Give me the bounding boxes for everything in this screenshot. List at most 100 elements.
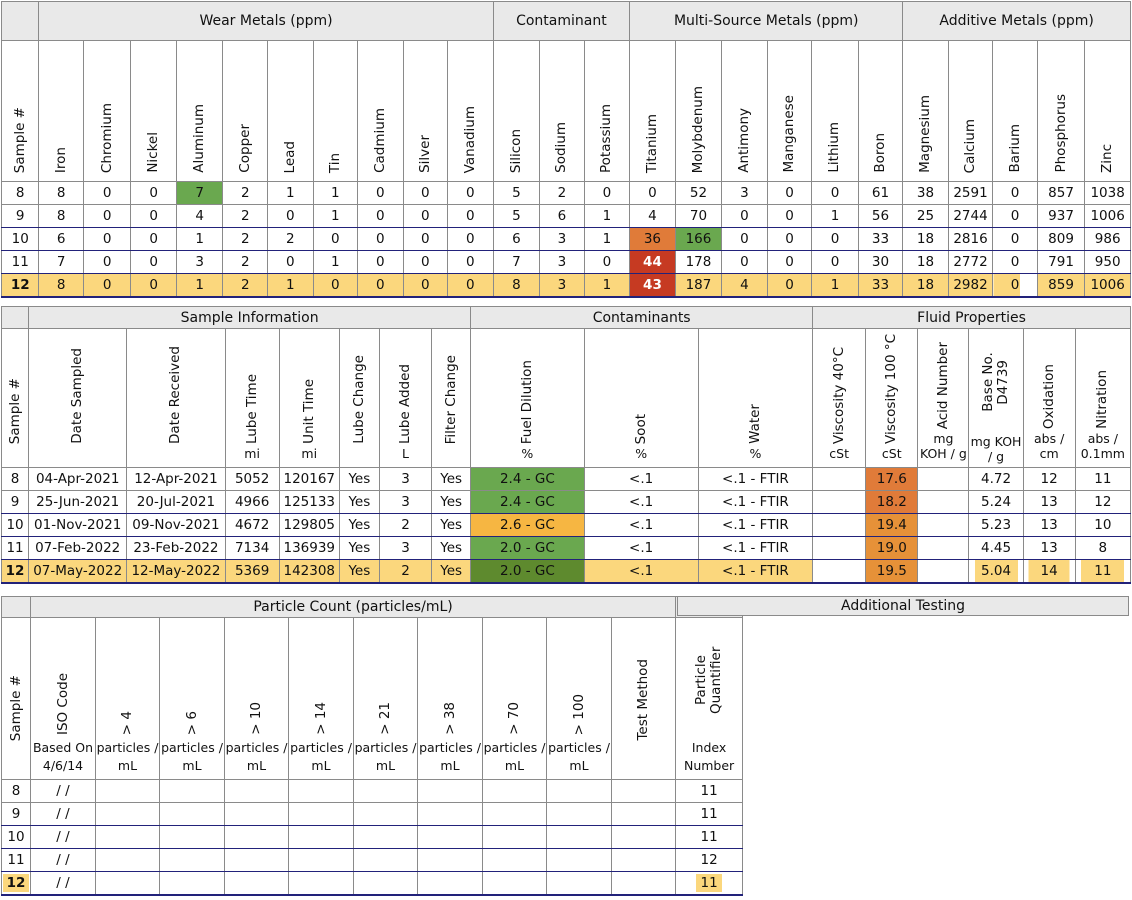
metal-value: 2 — [539, 181, 585, 205]
fluid-col-unit: abs / 0.1mm — [1080, 431, 1125, 461]
fluid-value — [917, 536, 970, 560]
fluid-col-header: Fuel Dilution% — [470, 328, 585, 468]
particle-cell-text: 12 — [700, 852, 718, 868]
fluid-col-header: Date Received — [126, 328, 226, 468]
metal-value: 43 — [629, 273, 676, 298]
particle-value — [417, 779, 483, 803]
fluid-value — [917, 513, 970, 537]
particle-col-label: Sample # — [7, 674, 24, 741]
fluid-value: 09-Nov-2021 — [126, 513, 226, 537]
sample-number: 12 — [0, 559, 30, 584]
fluid-col-label: Lube Change — [350, 355, 367, 444]
metals-col-header: Barium — [992, 40, 1038, 182]
table-row: 12 / / 11 — [1, 871, 744, 896]
metals-col-header: Sodium — [539, 40, 585, 182]
fluid-value: 5052 — [224, 467, 280, 491]
metal-value: 0 — [312, 227, 358, 251]
metal-value: 0 — [992, 273, 1038, 298]
particle-value: 11 — [675, 871, 744, 896]
metal-value: 0 — [447, 273, 494, 298]
fluid-value: 5369 — [224, 559, 280, 584]
table-row: 12 07-May-2022 12-May-2022 5369 142308 Yes 2 Ye… — [0, 559, 1132, 584]
fluid-value — [917, 559, 970, 584]
sample-number: 11 — [0, 536, 30, 560]
particle-value — [288, 802, 354, 826]
metal-value: 70 — [674, 204, 723, 228]
fluid-value: 12 — [1022, 467, 1076, 491]
metal-value: 0 — [402, 250, 449, 274]
metal-value: 950 — [1084, 250, 1131, 274]
sample-number: 11 — [0, 250, 40, 274]
metal-value: 25 — [902, 204, 949, 228]
particle-value — [353, 871, 418, 896]
metal-value: 986 — [1084, 227, 1131, 251]
metal-value: 1 — [266, 273, 314, 298]
particle-cell-text: 11 — [7, 852, 25, 868]
fluid-value: 18.2 — [865, 490, 919, 514]
table-row: 8 04-Apr-2021 12-Apr-2021 5052 120167 Yes 3 Yes… — [0, 467, 1132, 491]
metal-value: 8 — [38, 204, 84, 228]
fluid-value: 25-Jun-2021 — [28, 490, 128, 514]
metal-value: 18 — [902, 227, 949, 251]
metal-value: 187 — [674, 273, 723, 298]
metal-value: 0 — [357, 250, 404, 274]
metals-col-label: Lithium — [826, 122, 843, 173]
metal-value: 4 — [629, 204, 676, 228]
fluid-col-unit: mi — [301, 446, 318, 461]
fluid-col-unit: mg KOH / g — [919, 431, 967, 461]
metal-value: 0 — [402, 204, 449, 228]
metals-col-header: Copper — [222, 40, 268, 182]
particle-value — [546, 825, 612, 849]
metal-value: 2 — [222, 227, 268, 251]
fluid-value: Yes — [338, 536, 380, 560]
metal-value: 0 — [811, 250, 859, 274]
metals-col-label: Sample # — [11, 106, 28, 173]
fluid-col-label: Lube Added — [396, 363, 413, 444]
metals-col-label: Potassium — [598, 103, 615, 173]
particle-col-header: > 70 particles / mL — [482, 617, 547, 780]
particle-value: / / — [30, 779, 96, 803]
metals-col-header: Magnesium — [902, 40, 949, 182]
metal-value: 0 — [811, 181, 859, 205]
fluid-value: <.1 — [583, 513, 699, 537]
corner-cell — [1, 596, 31, 618]
metal-value: 1 — [583, 204, 631, 228]
particle-cell-text: / / — [56, 852, 70, 868]
metal-value: 0 — [130, 273, 177, 298]
particle-col-header: > 10 particles / mL — [224, 617, 289, 780]
metal-value: 44 — [629, 250, 676, 274]
group-contaminant: Contaminant — [492, 1, 631, 41]
metal-value: 3 — [539, 250, 585, 274]
metal-value: 33 — [857, 273, 904, 298]
particle-value — [95, 825, 160, 849]
particle-col-label: > 70 — [506, 702, 522, 735]
fluid-col-label: Base No. D4739 — [980, 352, 1012, 413]
particle-col-header: > 100 particles / mL — [546, 617, 612, 780]
group-multi-source: Multi-Source Metals (ppm) — [629, 1, 904, 41]
metal-value: 2982 — [947, 273, 994, 298]
fluid-value: 19.5 — [865, 559, 919, 584]
metals-col-label: Aluminum — [191, 104, 208, 173]
particle-value: 11 — [675, 779, 744, 803]
metal-value: 809 — [1036, 227, 1086, 251]
metal-value: 0 — [82, 273, 132, 298]
particle-col-label: > 100 — [570, 693, 587, 735]
metal-value: 4 — [721, 273, 768, 298]
metal-value: 36 — [629, 227, 676, 251]
metal-value: 33 — [857, 227, 904, 251]
fluid-value: Yes — [431, 467, 472, 491]
metals-col-header: Sample # — [0, 40, 40, 182]
metals-col-header: Lead — [266, 40, 314, 182]
metal-value: 2772 — [947, 250, 994, 274]
fluid-value: 12-May-2022 — [126, 559, 226, 584]
particle-column-headers: Sample # ISO Code Based On 4/6/14 > 4 partic… — [1, 617, 744, 780]
metal-value: 0 — [766, 181, 813, 205]
fluid-col-header: Viscosity 40°C cSt — [812, 328, 867, 468]
metal-value: 0 — [447, 204, 494, 228]
table-row: 11 07-Feb-2022 23-Feb-2022 7134 136939 Yes 3 Ye… — [0, 536, 1132, 560]
metal-value: 0 — [766, 273, 813, 298]
particle-value — [417, 871, 483, 896]
metal-value: 859 — [1036, 273, 1086, 298]
metals-col-label: Iron — [52, 146, 69, 173]
metal-value: 0 — [721, 250, 768, 274]
